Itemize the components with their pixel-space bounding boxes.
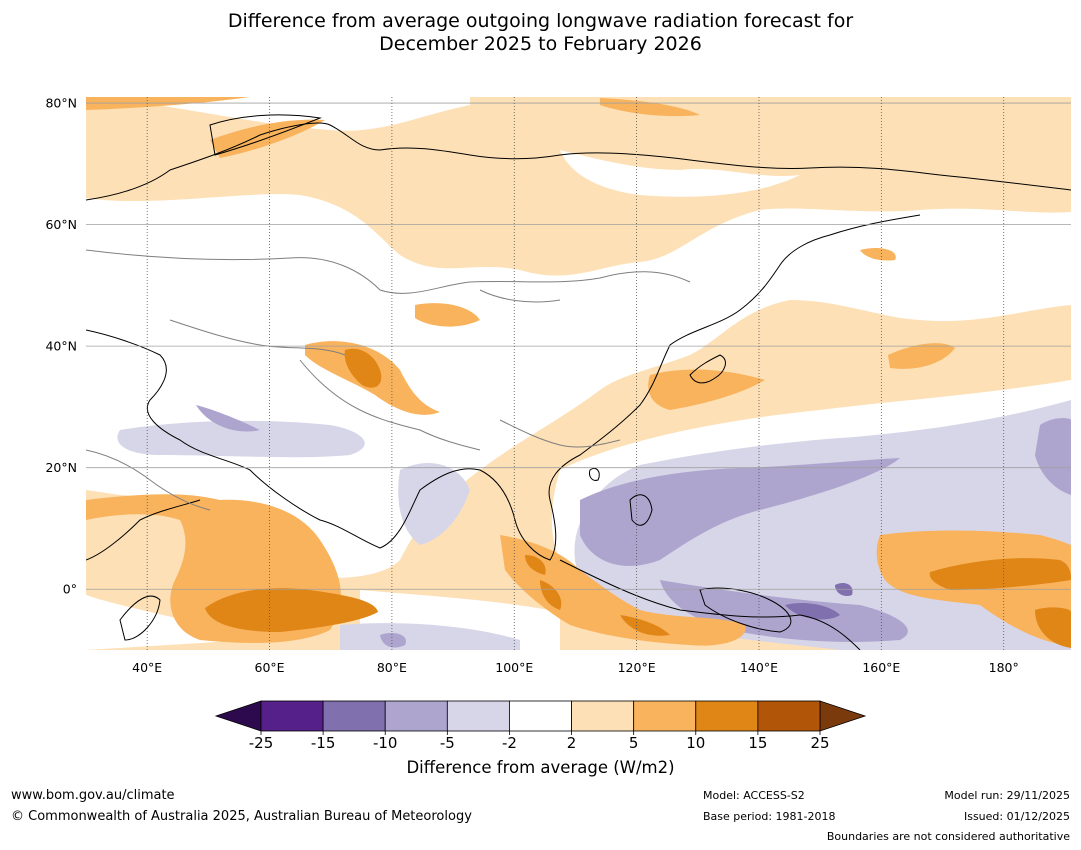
colorbar-under-extension <box>214 700 262 732</box>
colorbar-tick-label: -10 <box>373 734 398 752</box>
colorbar-over-extension <box>819 700 867 732</box>
colorbar-tick-label: -5 <box>440 734 455 752</box>
colorbar-tick-label: -25 <box>249 734 274 752</box>
colorbar-tick-label: 15 <box>748 734 767 752</box>
disclaimer-text: Boundaries are not considered authoritat… <box>826 830 1070 843</box>
model-text: Model: ACCESS-S2 <box>703 789 805 802</box>
colorbar: -25 -15 -10 -5 -2 2 5 10 15 25 <box>214 700 867 752</box>
chart-title: Difference from average outgoing longwav… <box>0 10 1081 56</box>
colorbar-segment <box>260 700 324 732</box>
latitude-label: 20°N <box>45 460 77 475</box>
longitude-gridlines <box>146 97 1005 650</box>
latitude-label: 0° <box>63 582 77 597</box>
colorbar-tick-label: 10 <box>686 734 705 752</box>
longitude-label: 40°E <box>132 660 162 675</box>
colorbar-tick-label: 25 <box>810 734 829 752</box>
issued-text: Issued: 01/12/2025 <box>963 810 1070 823</box>
longitude-label: 140°E <box>740 660 778 675</box>
longitude-label: 100°E <box>495 660 533 675</box>
colorbar-segment <box>509 700 572 732</box>
colorbar-segment <box>695 700 759 732</box>
latitude-label: 80°N <box>45 96 77 111</box>
latitude-label: 40°N <box>45 339 77 354</box>
colorbar-title: Difference from average (W/m2) <box>406 758 675 777</box>
copyright-text: © Commonwealth of Australia 2025, Austra… <box>11 809 472 824</box>
map-area <box>86 97 1071 650</box>
colorbar-segment <box>633 700 697 732</box>
colorbar-segment <box>322 700 386 732</box>
base-period-text: Base period: 1981-2018 <box>703 810 836 823</box>
longitude-labels: 40°E 60°E 80°E 100°E 120°E 140°E 160°E 180° <box>132 660 1019 675</box>
longitude-label: 60°E <box>255 660 285 675</box>
colorbar-segment <box>757 700 821 732</box>
country-borders <box>86 249 691 511</box>
longitude-label: 80°E <box>377 660 407 675</box>
colorbar-tick-label: -2 <box>502 734 517 752</box>
website-link[interactable]: www.bom.gov.au/climate <box>11 788 175 803</box>
colorbar-segment <box>384 700 448 732</box>
coastlines <box>86 114 1071 650</box>
title-line-1: Difference from average outgoing longwav… <box>227 10 854 32</box>
colorbar-tick-label: 5 <box>629 734 639 752</box>
colorbar-segment <box>571 700 635 732</box>
latitude-label: 60°N <box>45 217 77 232</box>
anomaly-well-above-regions <box>205 348 1071 648</box>
colorbar-tick-label: 2 <box>567 734 577 752</box>
longitude-label: 120°E <box>618 660 656 675</box>
latitude-gridlines <box>86 102 1071 590</box>
longitude-label: 180° <box>989 660 1019 675</box>
title-line-2: December 2025 to February 2026 <box>379 33 702 55</box>
model-run-text: Model run: 29/11/2025 <box>944 789 1070 802</box>
colorbar-tick-label: -15 <box>311 734 336 752</box>
colorbar-segment <box>446 700 510 732</box>
latitude-labels: 80°N 60°N 40°N 20°N 0° <box>45 96 77 597</box>
longitude-label: 160°E <box>862 660 900 675</box>
